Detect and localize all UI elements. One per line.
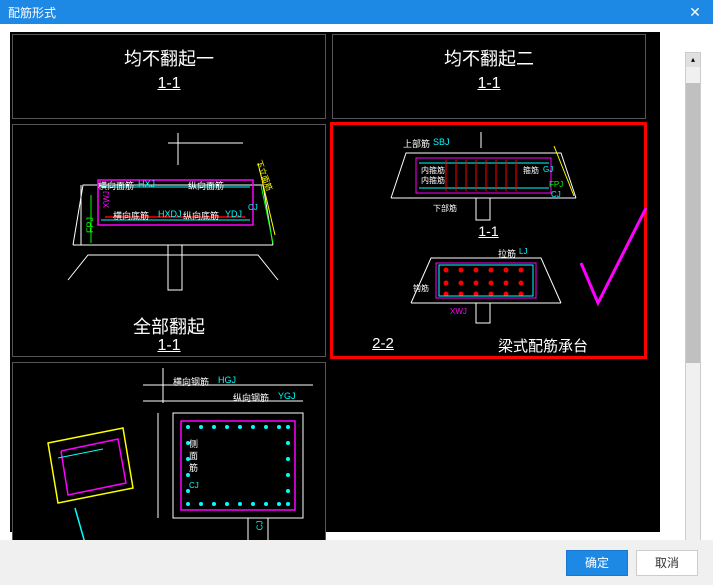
- label: FPJ: [549, 180, 563, 189]
- diagram-3: [13, 125, 327, 313]
- option-tile-2[interactable]: 均不翻起二 1-1: [332, 34, 646, 119]
- label: XWJ: [102, 191, 111, 208]
- label: 横向面筋: [98, 179, 134, 192]
- label: 拉筋: [498, 247, 516, 260]
- label: HXJ: [138, 179, 155, 189]
- label: YDJ: [225, 209, 242, 219]
- label: LJ: [519, 247, 527, 256]
- close-icon[interactable]: ✕: [685, 2, 705, 22]
- label: HGJ: [218, 375, 236, 385]
- tile-sub: 1-1: [13, 75, 325, 93]
- option-tile-4[interactable]: 上部筋 SBJ 内箍筋 内箍筋 箍筋 GJ FPJ CJ 下部筋 1-1 拉筋 …: [330, 122, 647, 359]
- label: FPJ: [85, 217, 95, 233]
- option-tile-1[interactable]: 均不翻起一 1-1: [12, 34, 326, 119]
- scroll-up-icon[interactable]: ▴: [686, 53, 700, 67]
- label: 钩筋: [413, 283, 429, 294]
- tile-sub: 1-1: [333, 75, 645, 93]
- label: CJ: [248, 203, 258, 212]
- label: 侧 面 筋: [189, 438, 198, 474]
- label: 纵向面筋: [188, 179, 224, 192]
- label: GJ: [543, 165, 553, 174]
- label: 横向钢筋: [173, 375, 209, 388]
- label: SBJ: [433, 137, 450, 147]
- tile-sub: 1-1: [13, 337, 325, 355]
- tile-title: 梁式配筋承台: [443, 335, 643, 356]
- label: CJ: [255, 521, 264, 531]
- label: HXDJ: [158, 209, 182, 219]
- vertical-scrollbar[interactable]: ▴: [685, 52, 701, 540]
- content-area: 均不翻起一 1-1 均不翻起二 1-1: [0, 24, 713, 540]
- titlebar: 配筋形式 ✕: [0, 0, 713, 24]
- option-grid: 均不翻起一 1-1 均不翻起二 1-1: [10, 32, 660, 532]
- label: CJ: [189, 481, 199, 490]
- label: 下部筋: [433, 203, 457, 214]
- label: YGJ: [278, 391, 296, 401]
- diagram-4: [336, 128, 647, 359]
- option-tile-3[interactable]: 横向面筋 HXJ 纵向面筋 横向底筋 HXDJ 纵向底筋 YDJ FPJ XWJ…: [12, 124, 326, 357]
- label: 纵向钢筋: [233, 391, 269, 404]
- label: CJ: [551, 190, 561, 199]
- tile-title: 均不翻起一: [13, 45, 325, 71]
- cancel-button[interactable]: 取消: [636, 550, 698, 576]
- tile-title: 全部翻起: [13, 313, 325, 339]
- label: 上部筋: [403, 137, 430, 150]
- window-title: 配筋形式: [8, 4, 685, 21]
- label: 横向底筋: [113, 209, 149, 222]
- tile-sub2: 1-1: [333, 223, 644, 239]
- label: 箍筋: [523, 165, 539, 176]
- option-tile-5[interactable]: 横向钢筋 HGJ 纵向钢筋 YGJ 侧 面 筋 CJ CJ: [12, 362, 326, 540]
- scroll-thumb[interactable]: [686, 83, 700, 363]
- label: XWJ: [450, 307, 467, 316]
- label: 纵向底筋: [183, 209, 219, 222]
- label: 内箍筋: [421, 175, 445, 186]
- diagram-5: [13, 363, 327, 540]
- ok-button[interactable]: 确定: [566, 550, 628, 576]
- dialog-footer: 确定 取消: [0, 540, 713, 585]
- tile-title: 均不翻起二: [333, 45, 645, 71]
